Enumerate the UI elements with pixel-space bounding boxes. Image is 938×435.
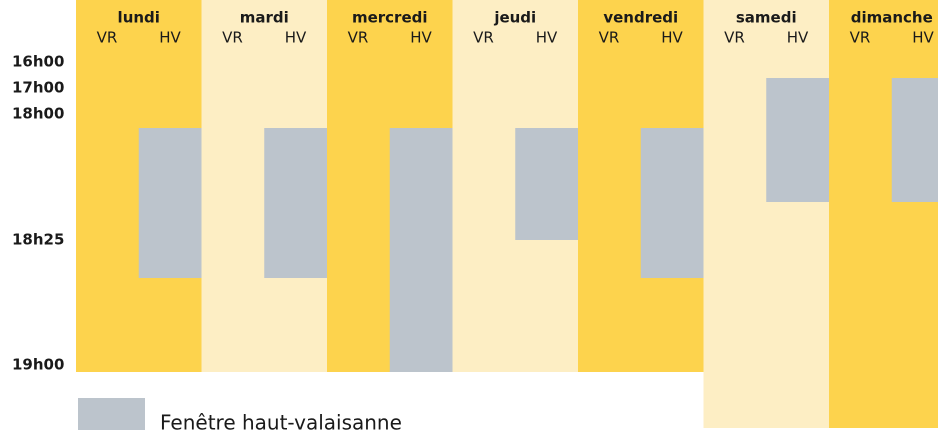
day-bands [76,0,938,428]
column-label: VR [599,29,620,47]
column-label: VR [348,29,369,47]
day-name: mercredi [352,9,428,27]
column-label: VR [97,29,118,47]
column-label: HV [159,29,181,47]
column-label: HV [661,29,683,47]
column-label: HV [912,29,934,47]
time-label: 19h00 [12,356,64,374]
column-label: HV [536,29,558,47]
time-label: 16h00 [12,53,64,71]
legend-label: Fenêtre haut-valaisanne [160,411,402,435]
hv-block [515,128,578,240]
time-label: 18h25 [12,231,64,249]
hv-block [766,78,829,202]
day-name: lundi [118,9,160,27]
hv-block [891,78,938,202]
column-label: HV [787,29,809,47]
day-name: vendredi [603,9,678,27]
column-label: HV [410,29,432,47]
hv-block [640,128,704,278]
hv-block [138,128,202,278]
column-label: VR [473,29,494,47]
column-label: HV [285,29,307,47]
time-label: 17h00 [12,79,64,97]
hv-block [264,128,327,278]
column-label: VR [850,29,871,47]
time-label: 18h00 [12,105,64,123]
legend-swatch [78,398,145,430]
hv-blocks [138,78,938,372]
day-name: mardi [240,9,289,27]
column-label: VR [222,29,243,47]
hv-block [389,128,453,372]
day-name: jeudi [493,9,536,27]
day-band [703,0,830,428]
day-name: dimanche [851,9,933,27]
day-band [829,0,938,428]
column-label: VR [724,29,745,47]
day-name: samedi [736,9,797,27]
